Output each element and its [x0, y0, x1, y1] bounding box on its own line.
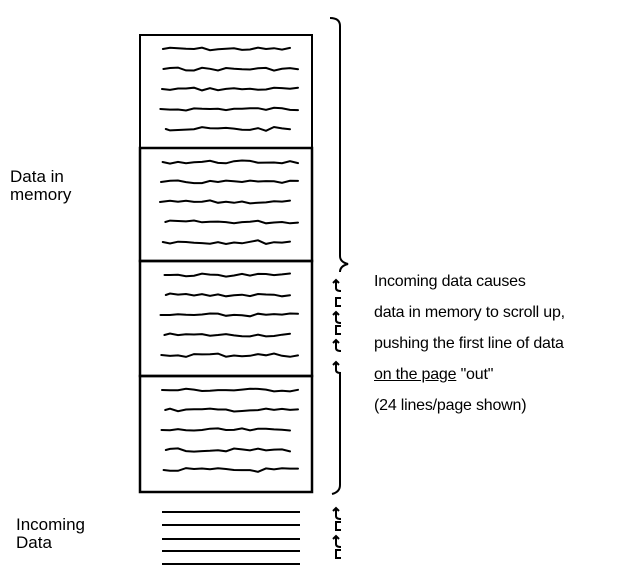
note-underlined-text: on the page: [374, 365, 457, 383]
scroll-arrow: [332, 506, 342, 520]
note-line-4: on the page "out": [374, 365, 565, 383]
incoming-bracket: [331, 372, 341, 495]
data-in-memory-label: Data in memory: [10, 167, 72, 204]
incoming-page: [138, 374, 314, 494]
data-line: [164, 447, 291, 453]
data-line: [161, 159, 299, 165]
data-line: [163, 332, 291, 338]
data-line: [159, 312, 299, 318]
memory-page-3: [138, 259, 314, 378]
page-boxes: [138, 34, 314, 494]
data-line: [162, 66, 299, 72]
scroll-turn: [335, 521, 341, 531]
scroll-arrow: [332, 338, 342, 352]
scroll-turn: [335, 297, 341, 307]
data-line: [164, 125, 291, 132]
scroll-explanation-note: Incoming data causes data in memory to s…: [374, 258, 565, 429]
scroll-turn: [335, 549, 341, 559]
data-line: [161, 239, 291, 246]
scroll-arrows: [332, 278, 342, 559]
data-line: [161, 46, 291, 52]
note-line-1: Incoming data causes: [374, 272, 526, 290]
data-line: [164, 407, 299, 413]
incoming-lines: [162, 511, 300, 565]
data-line: [159, 199, 291, 205]
data-line: [161, 387, 299, 393]
data-line: [160, 179, 299, 185]
data-line: [162, 467, 299, 473]
scroll-arrow: [332, 360, 342, 374]
data-line: [160, 427, 291, 432]
scroll-arrow: [332, 310, 342, 324]
scroll-arrow: [332, 278, 342, 292]
data-line: [164, 292, 291, 298]
note-line-5: (24 lines/page shown): [374, 396, 527, 414]
data-line: [164, 219, 299, 225]
note-line-3: pushing the first line of data: [374, 334, 564, 352]
data-line: [161, 86, 299, 92]
memory-bracket: [329, 17, 349, 273]
data-line: [163, 272, 291, 278]
scroll-turn: [335, 325, 341, 335]
incoming-data-label: Incoming Data: [16, 515, 85, 552]
scroll-arrow: [332, 534, 342, 548]
memory-page-1: [139, 34, 313, 149]
data-line: [160, 352, 299, 358]
data-lines: [159, 46, 299, 473]
note-line-4-rest: "out": [456, 365, 494, 383]
data-line: [159, 106, 299, 112]
note-line-2: data in memory to scroll up,: [374, 303, 565, 321]
brackets: [329, 17, 349, 495]
